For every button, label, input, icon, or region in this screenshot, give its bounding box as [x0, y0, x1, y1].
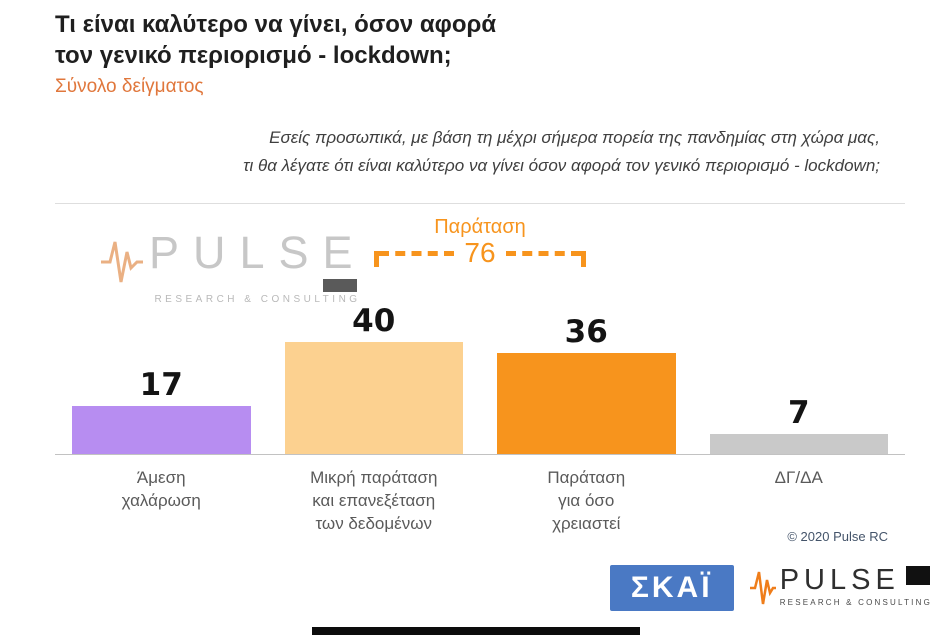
- survey-question-text: Εσείς προσωπικά, με βάση τη μέχρι σήμερα…: [120, 124, 880, 178]
- bar-group-dg-da: 7: [693, 398, 906, 454]
- bar-value-label: 7: [787, 395, 810, 432]
- category-label: ΔΓ/ΔΑ: [774, 467, 823, 487]
- category-labels-row: Άμεση χαλάρωση Μικρή παράταση και επανεξ…: [55, 467, 905, 536]
- watermark-badge-row: [149, 278, 357, 292]
- watermark-tagline: RESEARCH & CONSULTING: [154, 293, 361, 305]
- bracket-dash: [505, 250, 582, 256]
- pulse-logo-brand: PULSE: [779, 564, 900, 596]
- sample-subtitle: Σύνολο δείγματος: [55, 76, 204, 98]
- page-title-line2: τον γενικό περιορισμό - lockdown;: [55, 41, 452, 69]
- page-title: Τι είναι καλύτερο να γίνει, όσον αφορά τ…: [55, 10, 952, 71]
- pulse-waveform-icon: [749, 571, 776, 605]
- annotation-value: 76: [464, 236, 496, 268]
- watermark-badge: [322, 278, 357, 292]
- watermark-brand: PULSE: [149, 226, 367, 278]
- bars-container: 17 40 36 7: [55, 204, 905, 454]
- category-label: Παράταση για όσο χρειαστεί: [547, 467, 626, 533]
- bar-value-label: 40: [352, 302, 396, 339]
- pulse-logo-text: PULSE RESEARCH & CONSULTING: [780, 566, 932, 607]
- skai-logo: ΣΚΑΪ: [609, 565, 734, 611]
- annotation-label: Παράταση: [434, 215, 526, 238]
- watermark-text: PULSE RESEARCH & CONSULTING: [149, 230, 367, 305]
- bar-group-paratasi-oso-xreiastei: 36: [480, 317, 693, 454]
- annotation-bracket: Παράταση 76: [373, 215, 587, 267]
- pulse-logo-badge: [905, 566, 930, 585]
- bar-group-mikri-paratasi: 40: [268, 302, 481, 454]
- copyright-notice: © 2020 Pulse RC: [787, 529, 888, 544]
- pulse-logo-name-row: PULSE: [780, 566, 932, 595]
- pulse-logo-tagline: RESEARCH & CONSULTING: [779, 598, 932, 607]
- bar: [497, 353, 676, 454]
- pulse-waveform-icon: [101, 241, 143, 283]
- pulse-logo: PULSE RESEARCH & CONSULTING: [749, 566, 932, 610]
- bar-group-amesi-xalarosi: 17: [55, 370, 268, 454]
- bar-value-label: 17: [139, 367, 183, 404]
- bracket-right-tick: [581, 250, 587, 267]
- annotation-bracket-line: 76: [373, 238, 587, 267]
- survey-question-line1: Εσείς προσωπικά, με βάση τη μέχρι σήμερα…: [269, 128, 880, 148]
- page-title-line1: Τι είναι καλύτερο να γίνει, όσον αφορά: [55, 11, 497, 38]
- bottom-bar: [312, 627, 640, 635]
- bar: [709, 434, 888, 454]
- bracket-dash: [378, 250, 455, 256]
- category-label: Μικρή παράταση και επανεξέταση των δεδομ…: [310, 467, 438, 533]
- footer-logos: ΣΚΑΪ PULSE RESEARCH & CONSULTING: [609, 565, 932, 611]
- survey-question-line2: τι θα λέγατε ότι είναι καλύτερο να γίνει…: [243, 155, 880, 175]
- pulse-watermark: PULSE RESEARCH & CONSULTING: [101, 230, 367, 305]
- bracket-left-tick: [373, 250, 379, 267]
- bar-chart: PULSE RESEARCH & CONSULTING Παράταση 76 …: [55, 202, 905, 455]
- page-header: Τι είναι καλύτερο να γίνει, όσον αφορά τ…: [0, 0, 952, 98]
- bar-value-label: 36: [564, 314, 608, 351]
- category-label: Άμεση χαλάρωση: [121, 467, 201, 510]
- bar: [284, 341, 463, 454]
- bar: [72, 406, 251, 454]
